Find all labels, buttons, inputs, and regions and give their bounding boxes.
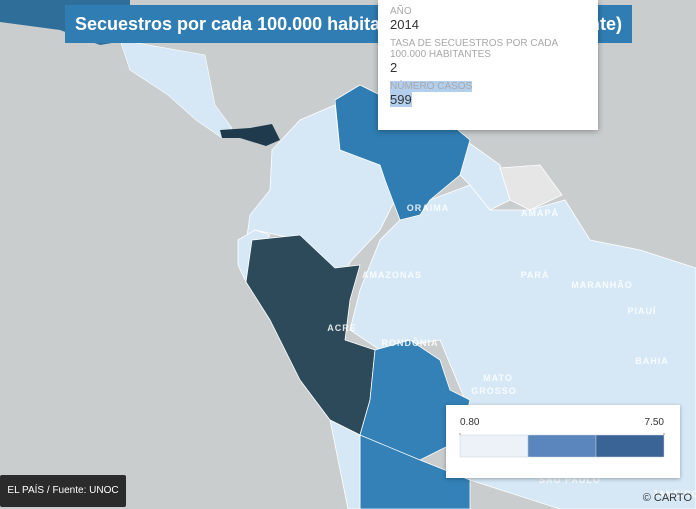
region-label: ACRE (327, 323, 357, 333)
region-label: JANEIRO (652, 489, 696, 499)
legend-tick-label: 7.50 (645, 417, 665, 428)
popup-value: 2014 (390, 17, 419, 32)
panama (220, 124, 280, 146)
popup: AÑO 2014 TASA DE SECUESTROS POR CADA 100… (378, 0, 598, 130)
legend-swatch (527, 434, 597, 458)
chile (329, 419, 361, 509)
footer: EL PAÍS / Fuente: UNOC (0, 475, 126, 507)
region-label: MARANHÃO (571, 280, 633, 290)
region-label: AMAZONAS (362, 270, 422, 280)
suriname-guiana (499, 164, 563, 211)
region-label: AMAPÁ (521, 208, 559, 218)
region-label: RONDÔNIA (382, 337, 439, 348)
legend-tick-label: 0.80 (460, 417, 480, 428)
attribution[interactable]: © CARTO (642, 492, 692, 504)
legend-swatch (459, 434, 529, 458)
popup-key: AÑO (390, 6, 412, 17)
popup-key: TASA DE SECUESTROS POR CADA 100.000 HABI… (390, 38, 558, 60)
popup-key: NÚMERO CASOS (390, 81, 473, 92)
region-label: MATO (483, 373, 513, 383)
region-label: BAHIA (635, 356, 669, 366)
legend-swatch (595, 434, 665, 458)
region-label: GROSSO (471, 386, 517, 396)
region-label: PARÁ (521, 270, 550, 280)
popup-value: 599 (390, 92, 412, 107)
legend: 0.80 7.50 (446, 405, 680, 478)
region-label: SÃO PAULO (539, 475, 601, 485)
legend-scale: 0.80 7.50 (459, 417, 665, 458)
region-labels: ORAIMA AMAPÁ AMAZONAS PARÁ MARANHÃO PIAUÍ ACRE… (327, 203, 696, 499)
title-start: Secuestros por cada 100.000 habitan (75, 14, 392, 34)
region-label: ORAIMA (407, 203, 450, 213)
region-label: PIAUÍ (627, 306, 656, 316)
popup-value: 2 (390, 60, 398, 75)
